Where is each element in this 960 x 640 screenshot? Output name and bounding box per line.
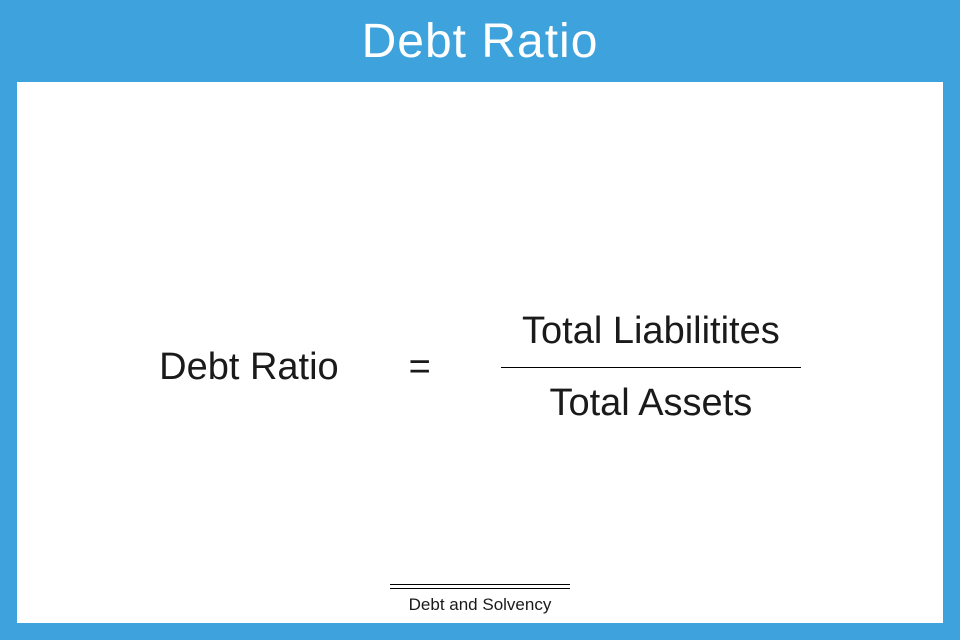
formula-row: Debt Ratio = Total Liabilitites Total As… [159,310,801,425]
fraction-numerator: Total Liabilitites [522,310,780,367]
caption-section: Debt and Solvency [390,584,570,615]
header-bar: Debt Ratio [0,0,960,82]
page-title: Debt Ratio [362,14,599,69]
slide-container: Debt Ratio Debt Ratio = Total Liabilitit… [0,0,960,640]
fraction: Total Liabilitites Total Assets [501,310,801,425]
equals-sign: = [409,346,431,389]
content-panel: Debt Ratio = Total Liabilitites Total As… [17,82,943,623]
formula-label: Debt Ratio [159,346,339,389]
fraction-denominator: Total Assets [549,368,752,425]
caption-text: Debt and Solvency [390,595,570,615]
caption-rule-bottom [390,588,570,589]
